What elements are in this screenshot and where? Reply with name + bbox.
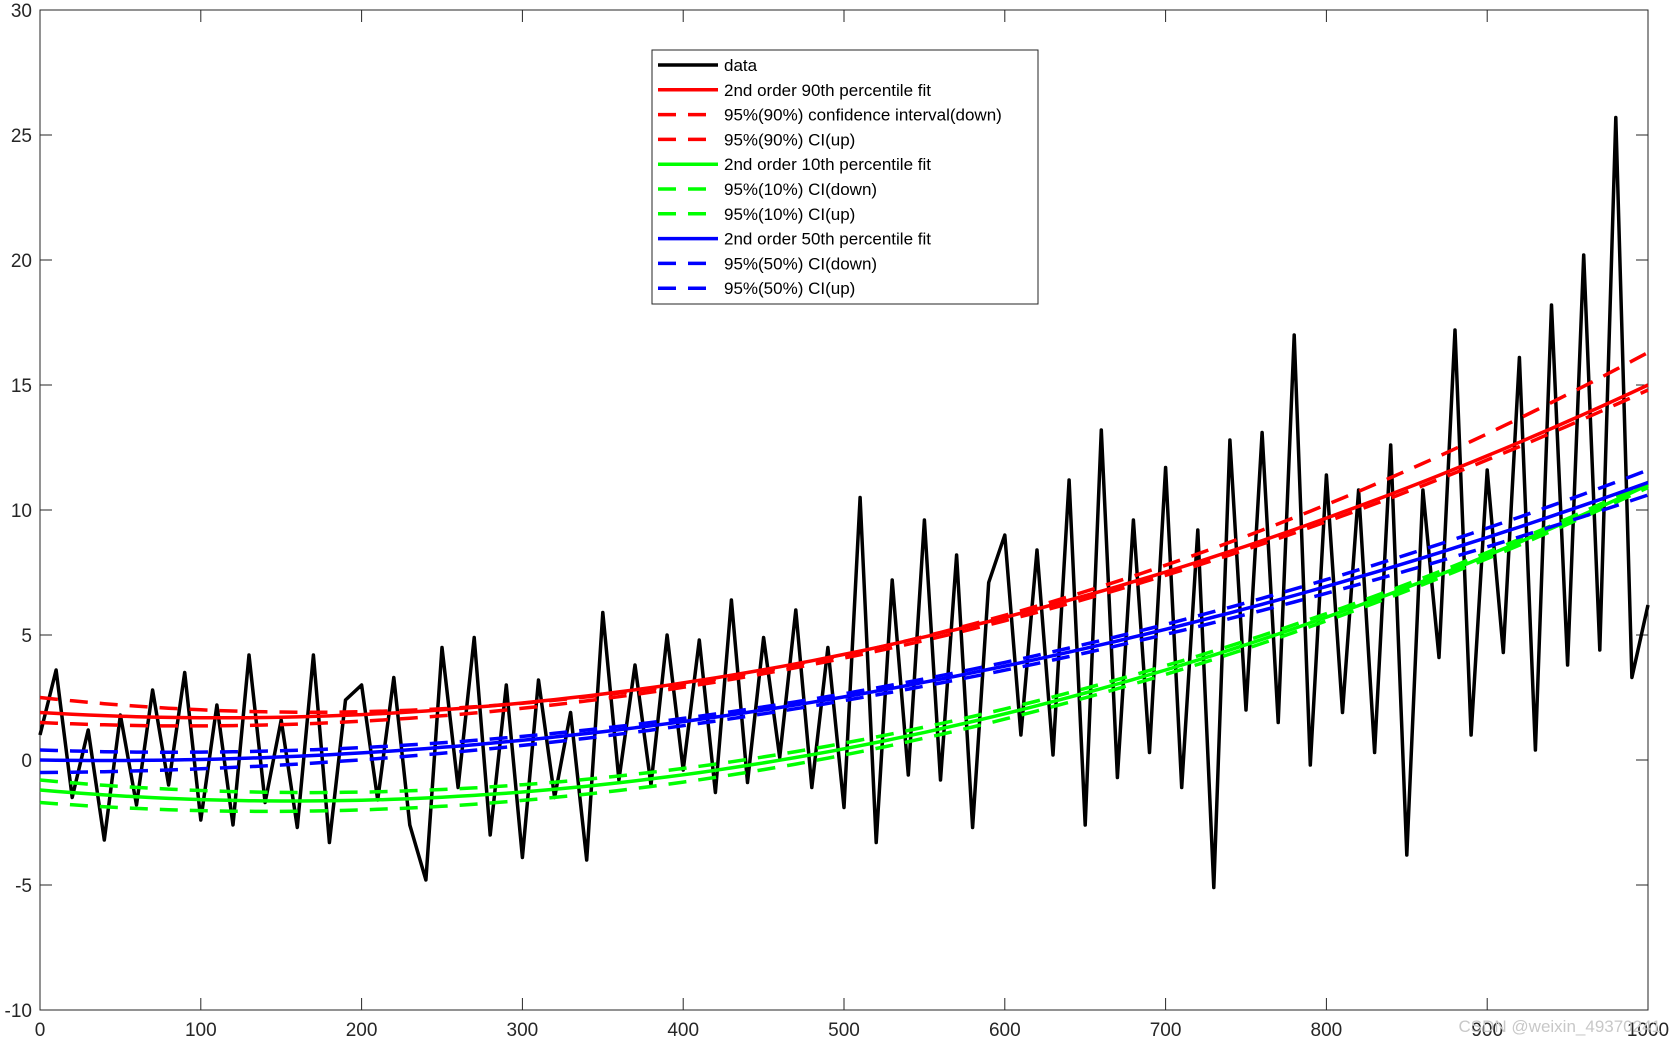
y-tick-label: -10 [5, 1001, 32, 1022]
legend-label: 2nd order 50th percentile fit [724, 230, 931, 249]
series-fit-line-7 [39, 493, 1649, 775]
y-tick-label: 0 [21, 751, 32, 772]
y-tick-label: 10 [11, 501, 32, 522]
x-tick-label: 700 [1150, 1020, 1182, 1041]
legend-label: 95%(10%) CI(up) [724, 205, 855, 224]
legend-label: data [724, 56, 758, 75]
series-fit-line-4 [39, 485, 1649, 814]
series-fit-line-5 [39, 480, 1649, 795]
series-fit-line-1 [39, 388, 1649, 728]
x-axis: 0 100 200 300 400 500 600 700 800 900 1000 [35, 10, 1669, 1041]
series-data-line [38, 115, 1650, 890]
x-tick-label: 100 [185, 1020, 217, 1041]
legend-label: 95%(90%) confidence interval(down) [724, 106, 1002, 125]
x-tick-label: 200 [346, 1020, 378, 1041]
legend-label: 95%(90%) CI(up) [724, 130, 855, 149]
x-tick-label: 500 [828, 1020, 860, 1041]
x-tick-label: 900 [1471, 1020, 1503, 1041]
plot-area [38, 115, 1650, 890]
x-tick-label: 600 [989, 1020, 1021, 1041]
y-tick-label: 15 [11, 376, 32, 397]
y-tick-label: 5 [21, 626, 32, 647]
series-fit-line-0 [39, 383, 1649, 720]
legend-label: 2nd order 90th percentile fit [724, 81, 931, 100]
legend: data 2nd order 90th percentile fit 95%(90%… [651, 49, 1039, 305]
legend-label: 2nd order 10th percentile fit [724, 155, 931, 174]
x-tick-label: 1000 [1627, 1020, 1669, 1041]
series-fit-line-6 [39, 480, 1649, 763]
y-tick-label: 20 [11, 251, 32, 272]
x-tick-label: 800 [1311, 1020, 1343, 1041]
series-fit-line-8 [39, 468, 1649, 755]
legend-label: 95%(50%) CI(up) [724, 279, 855, 298]
legend-box [651, 49, 1039, 305]
y-tick-label: -5 [15, 876, 32, 897]
legend-label: 95%(50%) CI(down) [724, 254, 877, 273]
legend-label: 95%(10%) CI(down) [724, 180, 877, 199]
x-tick-label: 300 [507, 1020, 539, 1041]
y-tick-label: 25 [11, 126, 32, 147]
series-fit-line-3 [39, 483, 1649, 803]
y-tick-label: 30 [11, 1, 32, 22]
x-tick-label: 0 [35, 1020, 46, 1041]
x-tick-label: 400 [667, 1020, 699, 1041]
watermark: CSDN @weixin_49370241 [1458, 1017, 1661, 1036]
